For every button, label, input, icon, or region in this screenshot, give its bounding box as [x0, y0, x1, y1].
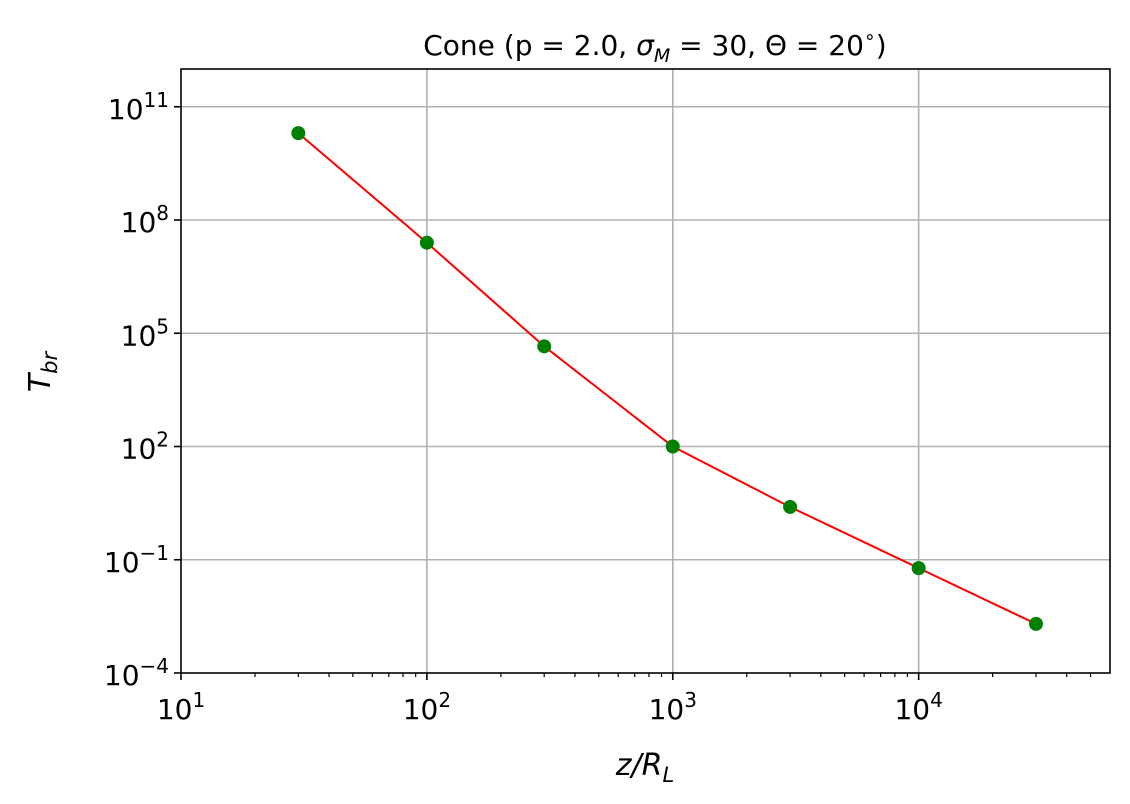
y-tick-label: 108 [121, 201, 169, 239]
grid-lines [181, 69, 1110, 673]
y-tick-label: 10−4 [104, 654, 169, 692]
y-axis-label: Tbr [23, 350, 62, 392]
data-point [419, 235, 434, 250]
data-point [291, 126, 306, 141]
x-tick-label: 101 [157, 688, 205, 726]
x-axis-label: z/RL [615, 748, 674, 787]
data-point [665, 439, 680, 454]
x-tick-label: 104 [894, 688, 942, 726]
series-line [297, 132, 1037, 625]
chart-title: Cone (p = 2.0, σM = 30, Θ = 20∘) [423, 26, 886, 67]
data-point [911, 561, 926, 576]
data-series [291, 126, 1043, 631]
plot-frame [180, 68, 1111, 674]
x-tick-label: 102 [403, 688, 451, 726]
data-point [783, 499, 798, 514]
data-point [537, 339, 552, 354]
axes: 101 102 103 104 10−4 10−1 102 105 108 1011 [104, 68, 1111, 726]
y-tick-label: 1011 [108, 88, 169, 126]
data-point [1028, 616, 1043, 631]
x-tick-label: 103 [649, 688, 697, 726]
y-tick-label: 105 [121, 314, 169, 352]
y-tick-label: 102 [121, 428, 169, 466]
y-tick-label: 10−1 [104, 541, 169, 579]
